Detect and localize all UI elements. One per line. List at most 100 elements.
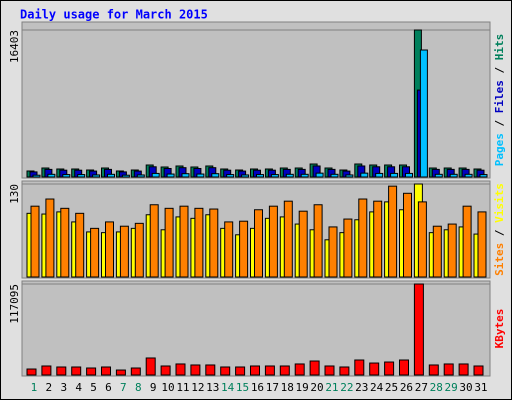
x-tick-label: 12 [191, 381, 204, 394]
bar [399, 359, 409, 376]
bar [360, 172, 369, 178]
bar [175, 363, 186, 376]
bar [160, 365, 171, 376]
bar [268, 205, 278, 278]
bar [462, 205, 472, 278]
x-tick-label: 9 [150, 381, 157, 394]
bar [449, 173, 458, 178]
bar [343, 218, 353, 278]
bar [90, 227, 100, 278]
legend: Pages / Files / Hits [493, 34, 506, 167]
x-tick-label: 22 [340, 381, 353, 394]
bar [101, 366, 111, 376]
bar [211, 173, 220, 178]
x-tick-label: 17 [266, 381, 279, 394]
bar [149, 204, 159, 278]
bar [196, 173, 205, 178]
bar [166, 173, 175, 178]
bar [330, 173, 339, 178]
x-tick-label: 31 [474, 381, 487, 394]
bar [354, 359, 365, 376]
bar [105, 221, 114, 278]
x-tick-label: 27 [415, 381, 428, 394]
bar [190, 364, 201, 376]
bar [77, 174, 86, 178]
x-tick-label: 21 [325, 381, 338, 394]
bar [417, 201, 427, 278]
bar [119, 225, 129, 278]
bar [328, 226, 338, 278]
bar [130, 367, 141, 376]
bar [151, 172, 160, 178]
x-tick-label: 6 [105, 381, 112, 394]
bar [270, 174, 279, 178]
bar [86, 367, 97, 376]
bar [403, 192, 412, 278]
bar [164, 207, 174, 278]
legend-entry: Visits [493, 183, 506, 223]
bar [315, 172, 324, 178]
bar [136, 174, 145, 178]
bar [56, 366, 67, 376]
bar [428, 364, 439, 376]
bar [309, 360, 320, 376]
x-tick-label: 30 [459, 381, 472, 394]
bar [300, 173, 309, 178]
x-tick-label: 3 [60, 381, 67, 394]
legend-entry: Pages [493, 133, 506, 166]
bar [434, 173, 443, 178]
bar [390, 172, 399, 178]
bar [373, 200, 383, 278]
bar [432, 225, 442, 278]
bar [443, 363, 454, 376]
bar [47, 173, 56, 178]
bar [388, 185, 398, 278]
bar [458, 363, 469, 376]
bar [358, 198, 368, 278]
bar [369, 362, 380, 376]
bar [226, 174, 235, 178]
bar [239, 220, 249, 278]
bar [241, 174, 250, 178]
bar [179, 205, 189, 278]
x-tick-label: 1 [31, 381, 38, 394]
bar [205, 364, 216, 376]
x-tick-label: 18 [281, 381, 294, 394]
legend-entry: Sites [493, 243, 506, 276]
bar [294, 363, 305, 376]
y-tick-label: 16403 [8, 30, 21, 63]
bar [339, 366, 350, 376]
bar [224, 221, 234, 278]
bar [464, 173, 473, 178]
bar [121, 174, 130, 178]
legend-separator: / [493, 223, 506, 243]
legend: KBytes [493, 309, 506, 349]
bar [479, 174, 488, 178]
plot-area [21, 280, 491, 377]
bar [473, 365, 484, 376]
x-tick-label: 14 [221, 381, 235, 394]
legend-entry: KBytes [493, 309, 506, 349]
bar [375, 172, 384, 178]
chart-title: Daily usage for March 2015 [20, 8, 208, 22]
bar [209, 208, 219, 278]
bar [115, 369, 126, 376]
bar [107, 173, 115, 178]
bar [413, 283, 424, 376]
bar [75, 212, 85, 278]
x-tick-label: 26 [400, 381, 413, 394]
legend-entry: Files [493, 80, 506, 113]
bar [324, 365, 335, 376]
x-tick-label: 13 [206, 381, 219, 394]
bar [264, 365, 275, 376]
bar [235, 366, 246, 376]
bar [313, 204, 323, 278]
x-tick-label: 25 [385, 381, 398, 394]
x-tick-label: 5 [90, 381, 97, 394]
bar [384, 361, 395, 376]
bar [134, 222, 144, 278]
bar [45, 198, 55, 278]
bar [194, 207, 204, 278]
bar [298, 210, 308, 278]
